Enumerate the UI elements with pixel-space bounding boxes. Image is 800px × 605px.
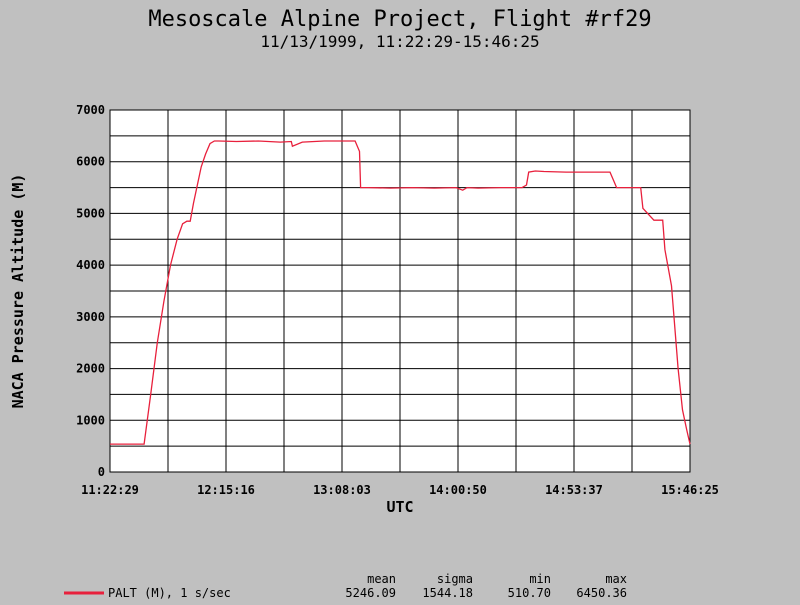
x-axis-label: UTC xyxy=(386,498,413,516)
y-tick-label: 4000 xyxy=(76,258,105,272)
x-tick-label: 14:53:37 xyxy=(545,483,603,497)
y-tick-labels: 0 1000 2000 3000 4000 5000 6000 7000 xyxy=(76,103,105,479)
y-tick-label: 1000 xyxy=(76,413,105,427)
stat-header-max: max xyxy=(605,572,627,586)
stat-header-min: min xyxy=(529,572,551,586)
y-tick-label: 6000 xyxy=(76,155,105,169)
y-tick-label: 0 xyxy=(98,465,105,479)
x-tick-label: 13:08:03 xyxy=(313,483,371,497)
legend-series-name: PALT (M), 1 s/sec xyxy=(108,586,231,600)
stat-value-max: 6450.36 xyxy=(576,586,627,600)
stat-header-sigma: sigma xyxy=(437,572,473,586)
y-tick-label: 3000 xyxy=(76,310,105,324)
y-tick-label: 7000 xyxy=(76,103,105,117)
stat-value-min: 510.70 xyxy=(508,586,551,600)
chart-subtitle: 11/13/1999, 11:22:29-15:46:25 xyxy=(260,32,539,51)
series-line-palt xyxy=(110,140,691,445)
x-tick-label: 14:00:50 xyxy=(429,483,487,497)
grid-lines xyxy=(110,110,690,472)
x-tick-label: 11:22:29 xyxy=(81,483,139,497)
y-tick-label: 5000 xyxy=(76,206,105,220)
x-tick-labels: 11:22:29 12:15:16 13:08:03 14:00:50 14:53:37… xyxy=(81,483,719,497)
stat-value-sigma: 1544.18 xyxy=(422,586,473,600)
y-axis-label: NACA Pressure Altitude (M) xyxy=(9,174,27,409)
x-tick-label: 12:15:16 xyxy=(197,483,255,497)
stat-header-mean: mean xyxy=(367,572,396,586)
y-tick-label: 2000 xyxy=(76,362,105,376)
chart-title: Mesoscale Alpine Project, Flight #rf29 xyxy=(148,7,651,32)
stat-value-mean: 5246.09 xyxy=(345,586,396,600)
x-tick-label: 15:46:25 xyxy=(661,483,719,497)
